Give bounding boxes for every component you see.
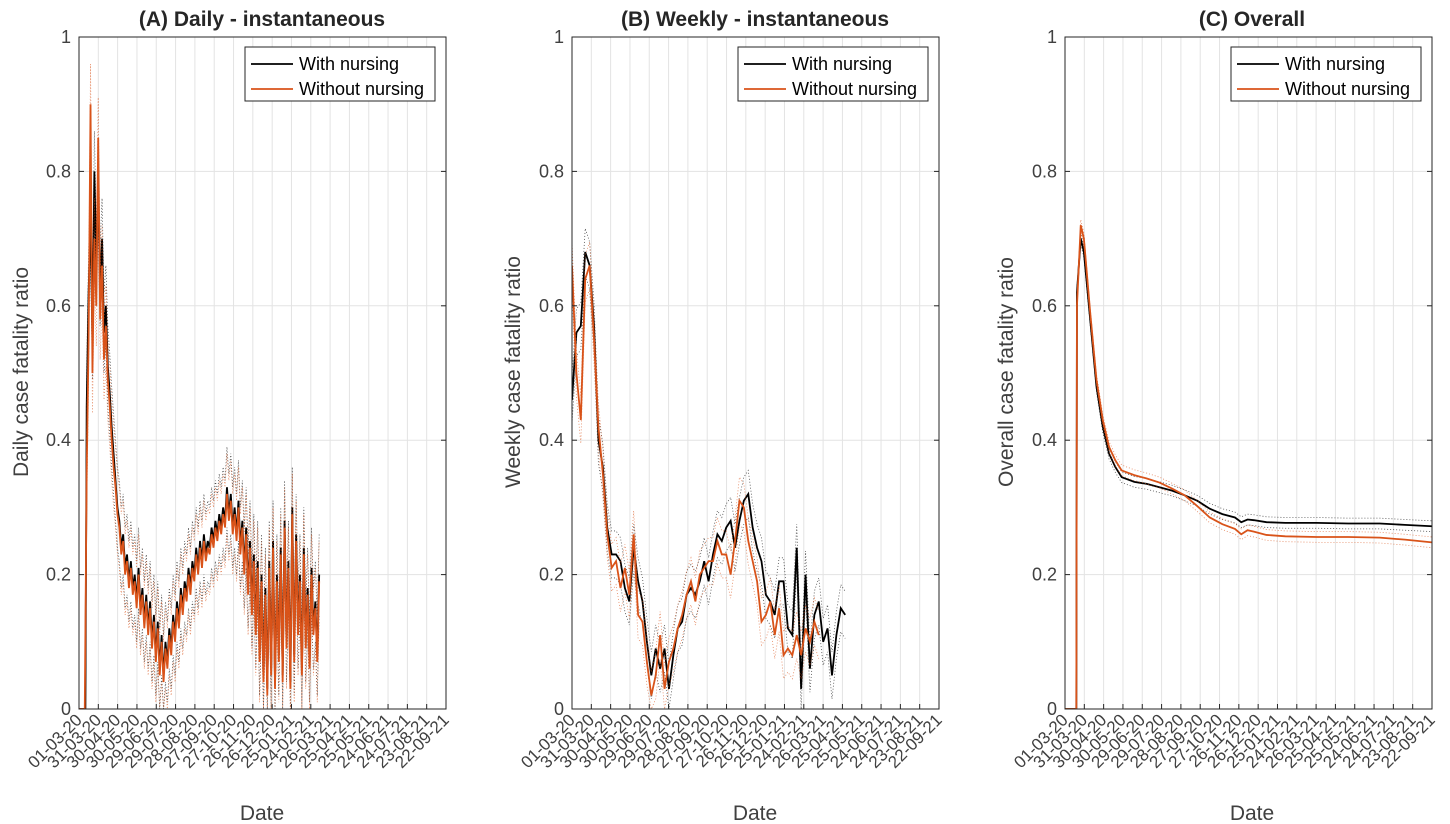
panel-a-ytick-label-4: 0.8 <box>46 161 71 181</box>
panel-a-title: (A) Daily - instantaneous <box>139 8 385 31</box>
panel-c-ytick-label-5: 1 <box>1047 27 1057 47</box>
panel-a-grid <box>78 36 447 710</box>
panel-c-ytick-label-0: 0 <box>1047 699 1057 719</box>
panel-b-series-group <box>572 228 846 709</box>
panel-b-ylabel: Weekly case fatality ratio <box>502 256 525 488</box>
panel-a-ytick-label-3: 0.6 <box>46 296 71 316</box>
panel-c-legend-box <box>1230 46 1422 102</box>
panel-b-axes-box <box>571 36 940 710</box>
panel-a-daily: (A) Daily - instantaneous Daily case fat… <box>10 8 453 824</box>
panel-b-grid <box>571 36 940 710</box>
panel-a-series-0-band-1 <box>79 211 320 709</box>
panel-b-ytick-label-5: 1 <box>554 27 564 47</box>
panel-a-series-group <box>79 63 321 709</box>
panel-c-xlabel: Date <box>1230 802 1274 824</box>
panel-c-series-0-band-0 <box>1065 233 1432 709</box>
panel-b-xlabel: Date <box>733 802 777 824</box>
panel-c-series-group <box>1065 219 1432 709</box>
panel-a-legend: With nursing Without nursing <box>244 46 436 102</box>
panel-a-ytick-label-1: 0.2 <box>46 565 71 585</box>
panel-b-legend: With nursing Without nursing <box>737 46 929 102</box>
panel-c-series-1-band-0 <box>1065 219 1432 709</box>
panel-c-axes-box <box>1064 36 1433 710</box>
panel-a-series-0-band-0 <box>79 131 320 709</box>
panel-a-legend-label-0: With nursing <box>299 54 399 74</box>
panel-c-ytick-label-1: 0.2 <box>1032 565 1057 585</box>
panel-c-ytick-label-4: 0.8 <box>1032 161 1057 181</box>
panel-a-xlabel: Date <box>240 802 284 824</box>
panel-a-ylabel: Daily case fatality ratio <box>10 267 33 477</box>
panel-c-legend-label-0: With nursing <box>1285 54 1385 74</box>
panel-a-ytick-label-5: 1 <box>61 27 71 47</box>
panel-a-series-1-line <box>79 104 321 709</box>
panel-b-series-1-band-0 <box>572 241 820 673</box>
panel-c-series-1-band-1 <box>1065 230 1432 709</box>
panel-b-ytick-label-2: 0.4 <box>539 430 564 450</box>
panel-a-ytick-label-2: 0.4 <box>46 430 71 450</box>
panel-b-title: (B) Weekly - instantaneous <box>621 8 889 31</box>
panel-c-series-1-line <box>1065 224 1432 709</box>
panel-c-ytick-label-3: 0.6 <box>1032 296 1057 316</box>
panel-c-overall: (C) Overall Overall case fatality ratio … <box>995 8 1439 824</box>
panel-b-ytick-label-1: 0.2 <box>539 565 564 585</box>
panel-a-legend-box <box>244 46 436 102</box>
panel-c-ytick-label-2: 0.4 <box>1032 430 1057 450</box>
panel-b-series-0-band-1 <box>572 275 846 709</box>
panel-b-ytick-label-0: 0 <box>554 699 564 719</box>
panel-c-series-0-band-1 <box>1065 243 1432 709</box>
panel-a-axes-box <box>78 36 447 710</box>
panel-c-ylabel: Overall case fatality ratio <box>995 257 1018 487</box>
panel-b-ytick-label-4: 0.8 <box>539 161 564 181</box>
panel-c-grid <box>1064 36 1433 710</box>
panel-a-legend-label-1: Without nursing <box>299 79 424 99</box>
panel-b-series-1-line <box>572 265 820 696</box>
panel-c-series-0-line <box>1065 238 1432 709</box>
panel-b-series-1-band-1 <box>572 288 820 709</box>
panel-a-ytick-label-0: 0 <box>61 699 71 719</box>
panel-b-legend-label-0: With nursing <box>792 54 892 74</box>
panel-b-weekly: (B) Weekly - instantaneous Weekly case f… <box>502 8 946 824</box>
panel-b-legend-box <box>737 46 929 102</box>
panel-c-legend: With nursing Without nursing <box>1230 46 1422 102</box>
panel-c-title: (C) Overall <box>1199 8 1305 31</box>
panel-c-legend-label-1: Without nursing <box>1285 79 1410 99</box>
panel-b-legend-label-1: Without nursing <box>792 79 917 99</box>
panel-b-ytick-label-3: 0.6 <box>539 296 564 316</box>
panel-b-series-0-line <box>572 251 846 689</box>
